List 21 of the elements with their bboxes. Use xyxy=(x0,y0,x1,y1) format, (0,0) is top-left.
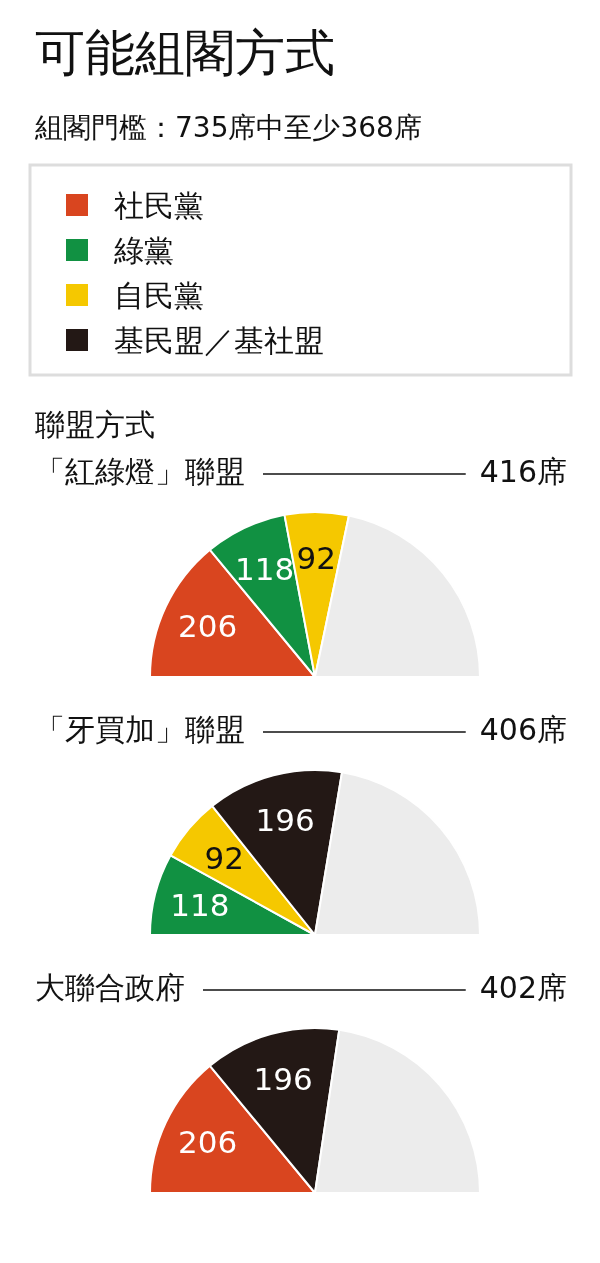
data-label: 118 xyxy=(235,551,295,588)
data-label: 92 xyxy=(204,840,244,877)
text: 聯盟方式 xyxy=(35,407,155,442)
chart-title: 「紅綠燈」聯盟 xyxy=(35,454,245,489)
chart-title: 大聯合政府 xyxy=(35,970,185,1005)
text: 406席 xyxy=(479,712,567,747)
data-label: 206 xyxy=(177,1124,238,1161)
category-label: 綠黨 xyxy=(113,233,174,268)
data-label: 118 xyxy=(170,887,230,924)
data-label: 196 xyxy=(253,1060,313,1097)
data-label: 92 xyxy=(296,540,336,577)
text: 組閣門檻：735席中至少368席 xyxy=(34,111,422,144)
category-label: 社民黨 xyxy=(114,188,204,223)
text: 416席 xyxy=(479,454,567,489)
data-label: 196 xyxy=(255,802,315,839)
text: 可能組閣方式 xyxy=(35,24,335,82)
text: 402席 xyxy=(479,970,567,1005)
category-label: 基民盟／基社盟 xyxy=(114,323,324,358)
data-label: 206 xyxy=(177,608,238,645)
chart-title: 「牙買加」聯盟 xyxy=(35,712,245,747)
category-label: 自民黨 xyxy=(114,278,204,313)
